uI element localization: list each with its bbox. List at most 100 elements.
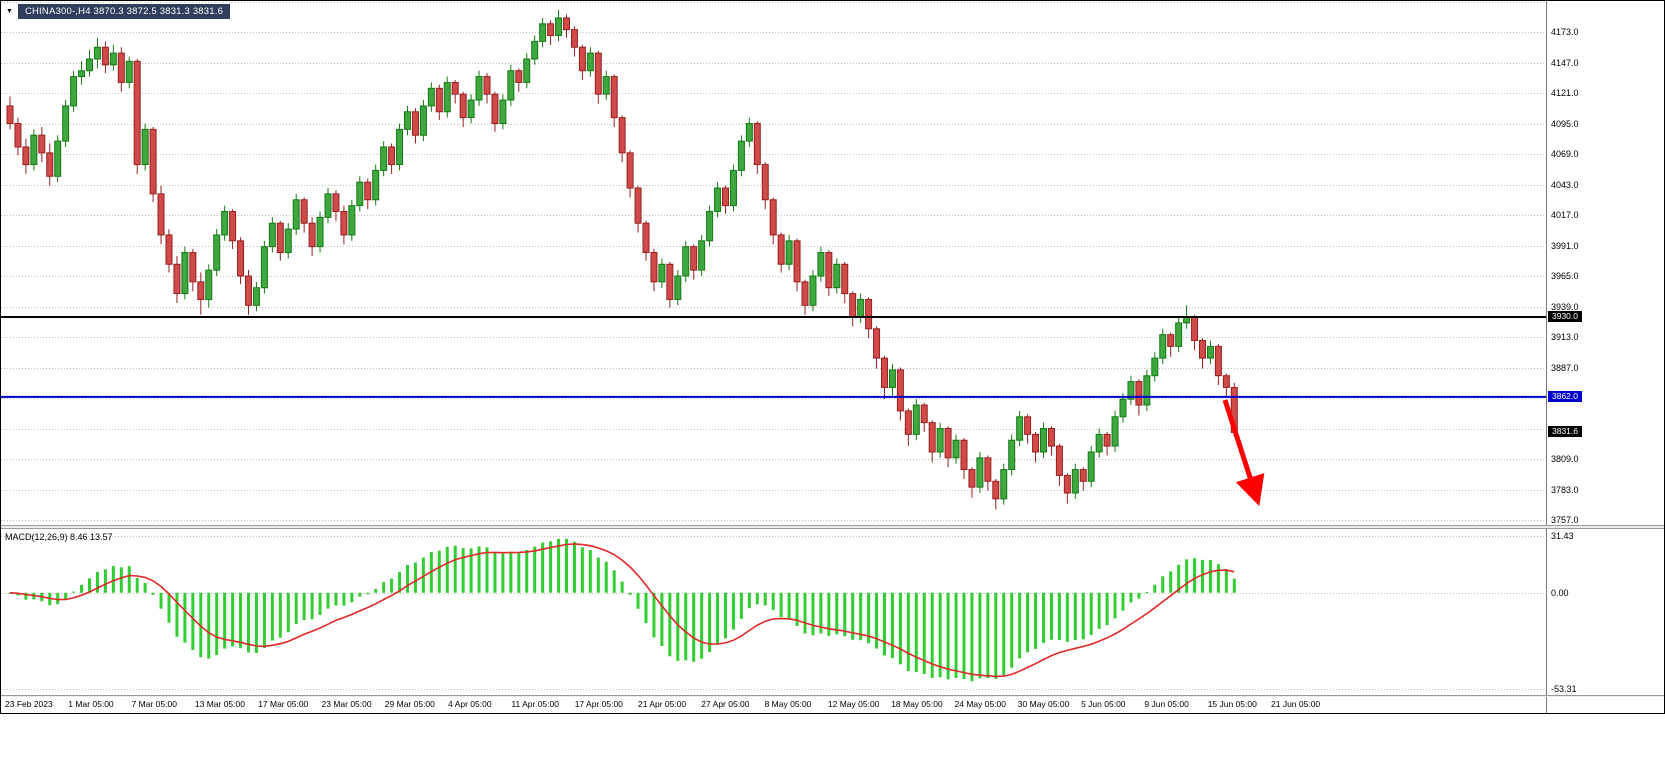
- candle-body: [825, 252, 833, 289]
- macd-histogram-bar: [588, 549, 592, 593]
- macd-histogram-bar: [763, 592, 767, 606]
- candle-body: [634, 187, 642, 224]
- price-axis-label: 4121.0: [1551, 88, 1579, 98]
- macd-histogram-bar: [636, 592, 640, 609]
- macd-histogram-bar: [1193, 558, 1197, 593]
- candle-body: [570, 29, 578, 48]
- macd-axis[interactable]: 31.43 0.00 -53.31: [1547, 529, 1663, 695]
- candle-body: [1103, 433, 1111, 447]
- macd-histogram-bar: [628, 592, 632, 595]
- candle-body: [547, 23, 555, 37]
- pane-splitter[interactable]: [1, 525, 1664, 529]
- candle-body: [714, 187, 722, 212]
- candle-body: [483, 76, 491, 95]
- price-axis-label: 4069.0: [1551, 149, 1579, 159]
- candle-body: [722, 187, 729, 207]
- candle-body: [229, 210, 237, 242]
- candle-body: [332, 193, 340, 212]
- candle-body: [1143, 375, 1151, 406]
- macd-canvas[interactable]: [1, 529, 1546, 695]
- macd-histogram-bar: [437, 550, 441, 593]
- candle-body: [984, 457, 992, 482]
- candle-body: [1063, 474, 1071, 494]
- candle-body: [896, 369, 904, 412]
- time-axis-label: 24 May 05:00: [954, 699, 1007, 709]
- candle-body: [563, 17, 570, 31]
- candle-body: [1119, 398, 1127, 418]
- candle-body: [404, 111, 411, 130]
- macd-histogram-bar: [811, 592, 815, 636]
- macd-histogram-bar: [692, 592, 696, 662]
- macd-histogram-bar: [207, 592, 211, 659]
- macd-histogram-bar: [525, 549, 529, 593]
- macd-histogram-bar: [64, 592, 68, 600]
- candle-body: [70, 76, 78, 107]
- price-axis-label: 3965.0: [1551, 271, 1579, 281]
- price-chart-canvas[interactable]: [1, 1, 1546, 525]
- candle-body: [1095, 433, 1103, 453]
- macd-histogram-bar: [310, 592, 314, 620]
- candle-body: [1191, 316, 1199, 342]
- candle-body: [753, 123, 761, 166]
- macd-histogram-bar: [1073, 592, 1077, 641]
- macd-histogram-bar: [1057, 592, 1061, 641]
- macd-histogram-bar: [1081, 592, 1085, 640]
- price-axis-label: 4095.0: [1551, 118, 1579, 129]
- candle-body: [372, 169, 380, 201]
- candle-body: [380, 146, 388, 171]
- macd-histogram-bar: [477, 546, 481, 593]
- macd-histogram-bar: [747, 592, 751, 609]
- price-axis-label: 4017.0: [1551, 210, 1579, 220]
- candle-body: [316, 216, 324, 248]
- candle-body: [1175, 322, 1183, 347]
- macd-histogram-bar: [318, 592, 322, 615]
- sell-arrow-annotation[interactable]: [1222, 399, 1265, 507]
- price-axis[interactable]: 4173.0 4147.0 4121.0 4095.0 4069.0 4043.0 4017…: [1547, 1, 1663, 525]
- macd-histogram-bar: [795, 592, 799, 626]
- macd-histogram-bar: [1026, 592, 1030, 653]
- candle-body: [769, 199, 777, 236]
- macd-histogram-bar: [445, 546, 449, 593]
- macd-histogram-bar: [1097, 592, 1101, 629]
- macd-histogram-bar: [1201, 559, 1204, 593]
- candle-body: [411, 111, 419, 136]
- time-axis-label: 29 Mar 05:00: [384, 699, 435, 709]
- macd-histogram-bar: [724, 592, 727, 639]
- symbol-dropdown-icon[interactable]: ▼: [6, 7, 13, 15]
- macd-histogram-bar: [413, 562, 417, 593]
- macd-histogram-bar: [88, 578, 91, 593]
- macd-pane[interactable]: MACD(12,26,9) 8.46 13.57: [1, 529, 1546, 695]
- candle-body: [117, 52, 125, 83]
- price-pane[interactable]: ▼ CHINA300-,H4 3870.3 3872.5 3831.3 3831…: [1, 1, 1546, 525]
- macd-histogram-bar: [572, 541, 576, 593]
- candle-body: [54, 140, 62, 177]
- macd-histogram-bar: [652, 592, 656, 638]
- hline-price-badge: 3930.0: [1548, 311, 1582, 323]
- candle-body: [443, 81, 451, 113]
- candle-body: [101, 46, 109, 66]
- macd-histogram-bar: [533, 546, 537, 593]
- candle-body: [650, 252, 658, 283]
- macd-histogram-bar: [390, 578, 394, 593]
- macd-histogram-bar: [549, 541, 553, 593]
- candle-body: [555, 17, 563, 37]
- macd-histogram-bar: [421, 557, 425, 593]
- macd-histogram-bar: [95, 571, 99, 593]
- candle-body: [189, 252, 197, 283]
- macd-histogram-bar: [851, 592, 855, 640]
- time-axis[interactable]: 23 Feb 2023 1 Mar 05:00 7 Mar 05:00 13 Mar …: [1, 697, 1546, 713]
- macd-histogram-bar: [890, 592, 894, 659]
- macd-histogram-bar: [1224, 569, 1228, 593]
- macd-histogram-bar: [580, 547, 584, 593]
- macd-histogram-bar: [1216, 564, 1220, 593]
- candle-body: [356, 181, 364, 207]
- time-axis-label: 23 Feb 2023: [5, 699, 53, 709]
- macd-histogram-bar: [406, 565, 409, 593]
- macd-histogram-bar: [835, 592, 839, 635]
- macd-histogram-bar: [541, 542, 545, 593]
- time-axis-label: 21 Apr 05:00: [638, 699, 687, 709]
- candle-body: [1040, 428, 1047, 453]
- macd-histogram-bar: [684, 592, 688, 661]
- macd-histogram-bar: [151, 592, 155, 595]
- pane-splitter-bottom[interactable]: [1, 695, 1664, 697]
